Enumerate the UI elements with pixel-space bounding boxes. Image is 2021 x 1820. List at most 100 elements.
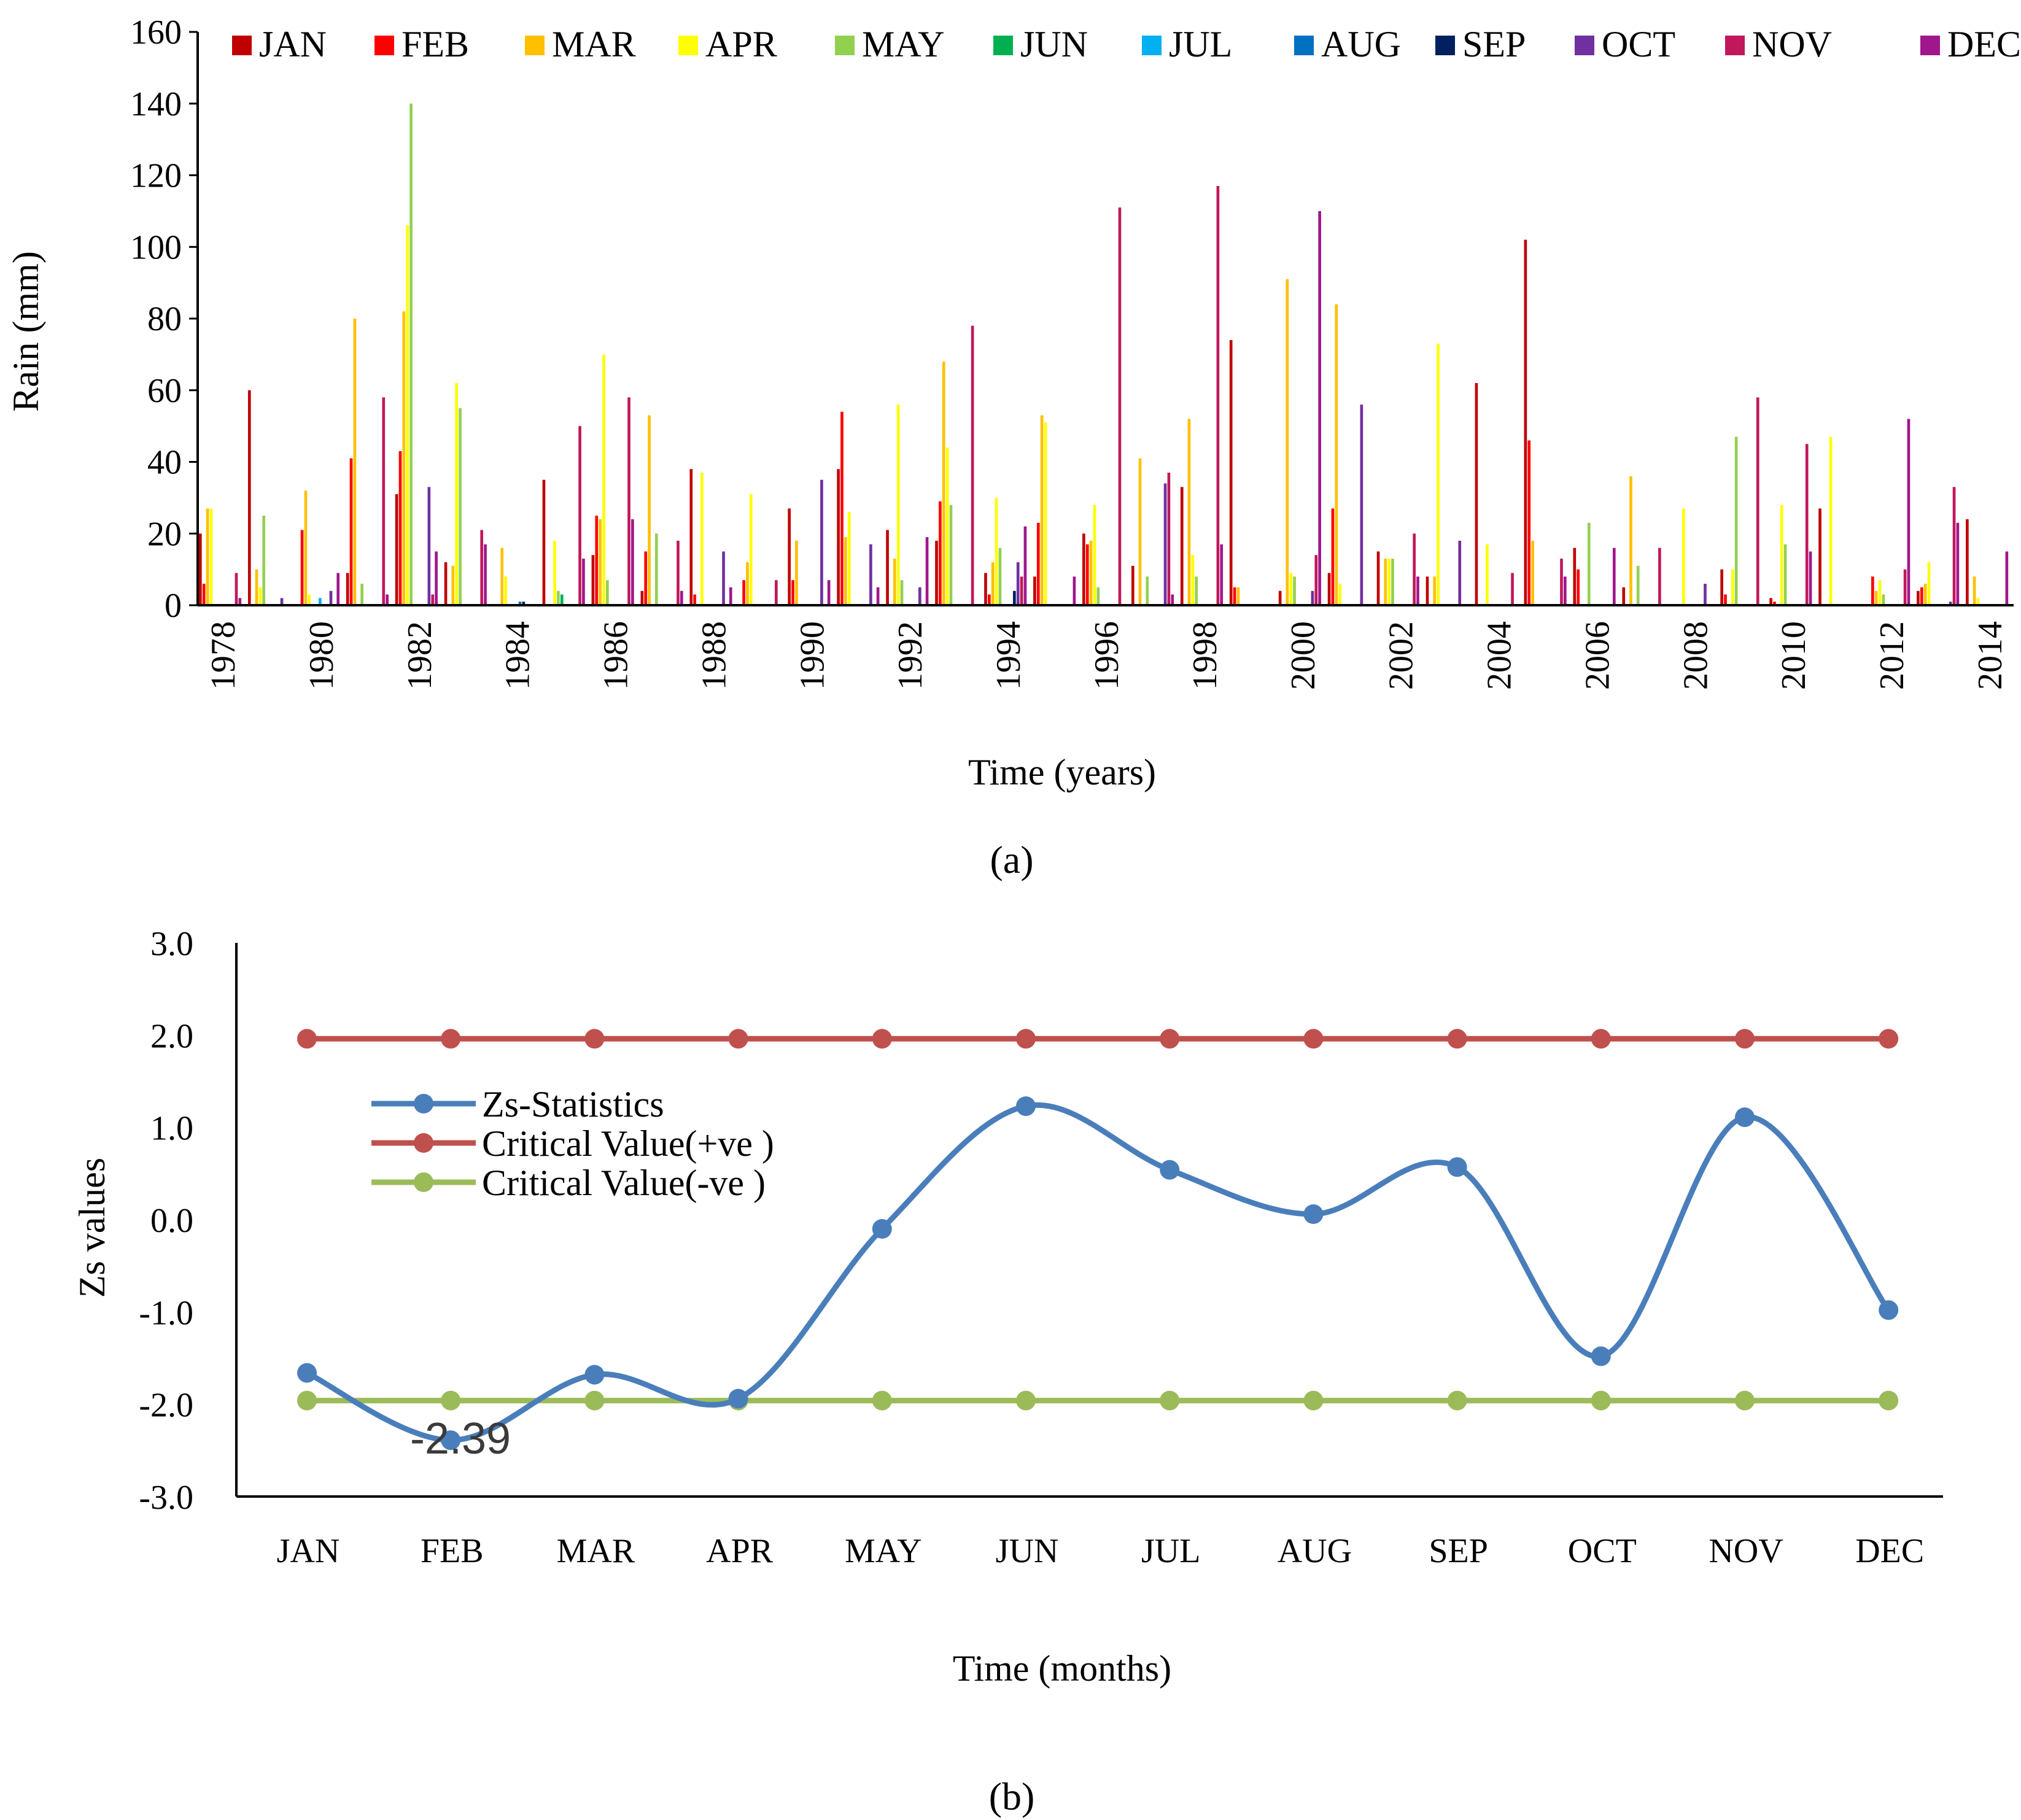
bar-nov-1986 [627, 397, 630, 605]
y-tick-label: 100 [130, 228, 182, 266]
bar-dec-1995 [1073, 576, 1076, 605]
bar-oct-2000 [1311, 591, 1314, 605]
bar-nov-2009 [1756, 397, 1759, 605]
x-tick-label: 2012 [1873, 621, 1911, 690]
legend-item-critical-value-ve: Critical Value(+ve ) [371, 1123, 774, 1164]
bar-jun-1985 [560, 594, 564, 605]
x-tick-label-apr: APR [706, 1532, 774, 1570]
bar-jan-1991 [837, 469, 840, 605]
bar-feb-1993 [939, 501, 942, 605]
bar-jan-1987 [640, 591, 644, 605]
bar-jan-1994 [984, 573, 987, 605]
x-tick-label: 1984 [499, 621, 537, 690]
x-tick-label: 1988 [695, 621, 733, 690]
x-tick-label-nov: NOV [1709, 1532, 1783, 1570]
legend-swatch [1725, 36, 1745, 55]
point-feb [441, 1390, 461, 1411]
point-apr [728, 1029, 748, 1049]
x-tick-label-jul: JUL [1141, 1532, 1200, 1570]
point-feb [441, 1430, 461, 1450]
bar-mar-1997 [1138, 458, 1142, 605]
bar-apr-2014 [1976, 598, 1980, 605]
x-tick-label: 2000 [1284, 621, 1322, 690]
bar-apr-2008 [1682, 508, 1685, 605]
bar-oct-2013 [1949, 602, 1952, 605]
legend-label: NOV [1752, 24, 1832, 64]
bar-dec-1997 [1171, 594, 1174, 605]
bar-series-nov [235, 186, 1956, 606]
bar-nov-2007 [1658, 548, 1661, 605]
legend-label: OCT [1602, 24, 1675, 64]
bar-feb-1988 [693, 594, 696, 605]
bar-dec-1998 [1220, 544, 1224, 605]
bar-feb-1980 [300, 530, 304, 605]
x-tick-label: 1992 [891, 621, 929, 690]
legend: JAN FEB MAR APR MAY JUN JUL AUG SEP OCT NOV DEC [232, 24, 2021, 64]
y-tick-label: 2.0 [150, 1017, 193, 1055]
legend-item-apr: APR [678, 24, 777, 64]
legend-swatch [1435, 36, 1455, 55]
bar-may-1987 [654, 533, 658, 605]
bar-may-2012 [1882, 594, 1885, 605]
bar-apr-2001 [1338, 583, 1341, 605]
bar-oct-1982 [427, 487, 431, 605]
bar-apr-2012 [1878, 580, 1882, 605]
bar-apr-1979 [258, 587, 262, 605]
bar-jan-2000 [1278, 591, 1282, 605]
bar-dec-1988 [729, 587, 732, 605]
point-sep [1447, 1390, 1467, 1411]
bar-jan-1998 [1180, 487, 1184, 605]
legend-marker [414, 1172, 433, 1192]
bar-apr-1992 [896, 405, 900, 605]
y-tick-label: -2.0 [139, 1387, 193, 1425]
bar-series-aug [518, 602, 522, 605]
bar-feb-1978 [202, 583, 206, 605]
bar-nov-1996 [1118, 207, 1122, 605]
bar-mar-2003 [1433, 576, 1437, 605]
bar-may-1992 [900, 580, 904, 605]
bar-jan-2007 [1622, 587, 1626, 605]
x-axis-ticks: JAN FEB MAR APR MAY JUN JUL AUG SEP OCT NOV DEC [277, 1532, 1925, 1570]
legend-label: Critical Value(-ve ) [482, 1163, 766, 1203]
bar-mar-1995 [1040, 415, 1044, 605]
legend-swatch [993, 36, 1013, 55]
legend-label: Critical Value(+ve ) [482, 1123, 774, 1164]
bar-may-2009 [1734, 436, 1738, 605]
legend-swatch [525, 36, 545, 55]
bar-apr-2010 [1780, 505, 1783, 605]
bar-nov-1982 [431, 594, 435, 605]
bar-nov-2010 [1805, 444, 1809, 605]
line-series-critical-value-ve [297, 1029, 1899, 1049]
y-axis-ticks: 3.0 2.0 1.0 0.0 -1.0 -2.0 -3.0 [139, 925, 193, 1517]
bar-may-1979 [262, 516, 266, 605]
bar-dec-1994 [1023, 526, 1027, 605]
bar-feb-1989 [742, 580, 745, 605]
bar-oct-2001 [1360, 405, 1363, 605]
bar-dec-1986 [631, 519, 634, 605]
bar-apr-2000 [1289, 573, 1293, 605]
bar-feb-1994 [988, 594, 991, 605]
legend-label: MAR [552, 24, 636, 64]
point-mar [584, 1029, 605, 1049]
bar-oct-1990 [820, 479, 823, 605]
point-mar [584, 1365, 605, 1385]
legend-label: JUL [1169, 24, 1232, 64]
y-tick-label: 1.0 [150, 1110, 193, 1148]
bar-feb-1986 [595, 516, 599, 605]
bar-mar-1983 [451, 565, 455, 605]
legend-marker [414, 1094, 433, 1113]
y-tick-label: 40 [147, 444, 182, 482]
bar-nov-1985 [578, 426, 581, 606]
bar-nov-2002 [1413, 533, 1416, 605]
legend-swatch [835, 36, 855, 55]
bar-apr-2013 [1927, 562, 1931, 605]
y-tick-label: 60 [147, 372, 182, 410]
bar-mar-1986 [599, 519, 602, 605]
legend-label: MAY [862, 24, 945, 64]
bar-oct-1997 [1163, 483, 1167, 605]
bar-jan-2005 [1524, 239, 1527, 606]
y-tick-label: 160 [130, 14, 182, 52]
y-tick-label: 3.0 [150, 925, 193, 963]
x-tick-label: 1998 [1186, 621, 1224, 690]
